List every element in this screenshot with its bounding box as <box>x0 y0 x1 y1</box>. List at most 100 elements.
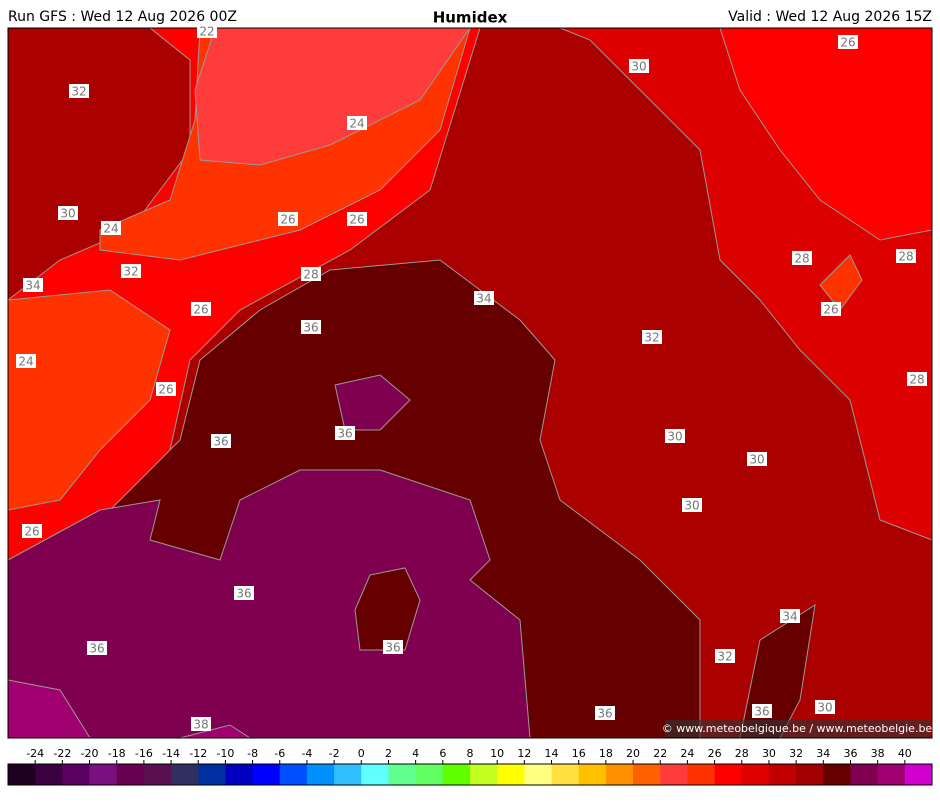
field-36 <box>334 374 411 431</box>
contour-label: 36 <box>597 707 612 721</box>
label-bg <box>780 609 800 623</box>
color-swatch <box>116 764 145 785</box>
contour-label: 36 <box>303 321 318 335</box>
valid-info: Valid : Wed 12 Aug 2026 15Z <box>728 9 932 25</box>
color-swatch <box>8 764 36 785</box>
colorbar-label: 0 <box>358 747 365 760</box>
label-bg <box>347 116 367 130</box>
contour-label: 26 <box>349 213 364 227</box>
color-swatch <box>225 764 254 785</box>
label-bg <box>69 84 89 98</box>
contour-labels: 22 32 24 30 26 30 24 26 26 32 28 34 34 28 28 26 36 26 32 24… <box>16 24 927 732</box>
color-swatch <box>198 764 226 785</box>
colorbar-label: 34 <box>816 747 830 760</box>
color-swatch <box>796 764 824 785</box>
color-swatch <box>35 764 63 785</box>
contour-label: 34 <box>782 610 797 624</box>
colorbar-label: -20 <box>81 747 99 760</box>
field-26 <box>7 289 171 511</box>
color-swatch <box>415 764 444 785</box>
contour-label: 32 <box>644 331 659 345</box>
colorbar-label: 40 <box>898 747 912 760</box>
label-bg <box>595 706 615 720</box>
color-swatch <box>551 764 580 785</box>
colorbar-label: 18 <box>599 747 613 760</box>
color-swatch <box>524 764 553 785</box>
colorbar-label: 30 <box>762 747 776 760</box>
label-bg <box>211 434 231 448</box>
label-bg <box>121 264 141 278</box>
color-swatch <box>578 764 607 785</box>
color-swatch <box>89 764 118 785</box>
color-swatch <box>660 764 688 785</box>
label-bg <box>665 429 685 443</box>
contour-label: 26 <box>280 213 295 227</box>
contour-label: 32 <box>717 650 732 664</box>
colorbar-label: 24 <box>680 747 694 760</box>
colorbar-label: 12 <box>517 747 531 760</box>
contour-label: 30 <box>667 430 682 444</box>
credit: © www.meteobelgique.be / www.meteobelgie… <box>662 722 933 735</box>
label-bg <box>792 251 812 265</box>
label-bg <box>87 641 107 655</box>
contour-label: 22 <box>199 25 214 39</box>
map-title: Humidex <box>433 9 508 27</box>
color-swatch <box>823 764 851 785</box>
contour-label: 26 <box>158 383 173 397</box>
label-bg <box>335 426 355 440</box>
colorbar-label: 32 <box>789 747 803 760</box>
label-bg <box>197 24 217 38</box>
contour-label: 36 <box>385 641 400 655</box>
field-36 <box>7 469 531 739</box>
contour-label: 30 <box>684 499 699 513</box>
color-swatch <box>171 764 199 785</box>
color-swatch <box>442 764 471 785</box>
color-swatch <box>605 764 634 785</box>
color-swatch <box>62 764 91 785</box>
label-bg <box>301 320 321 334</box>
color-swatch <box>633 764 661 785</box>
colorbar-label: 38 <box>871 747 885 760</box>
label-bg <box>821 302 841 316</box>
colorbar-label: -4 <box>301 747 312 760</box>
contour-label: 24 <box>103 222 118 236</box>
credit-box <box>665 720 930 737</box>
colorbar-label: 10 <box>490 747 504 760</box>
colorbar-label: 22 <box>653 747 667 760</box>
label-bg <box>715 649 735 663</box>
colorbar-label: -8 <box>247 747 258 760</box>
colorbar-label: 36 <box>843 747 857 760</box>
label-bg <box>16 354 36 368</box>
label-bg <box>907 372 927 386</box>
contour-label: 36 <box>89 642 104 656</box>
label-bg <box>474 291 494 305</box>
label-bg <box>383 640 403 654</box>
contour-label: 34 <box>476 292 491 306</box>
contour-label: 26 <box>823 303 838 317</box>
label-bg <box>301 267 321 281</box>
color-swatch <box>470 764 498 785</box>
color-swatch <box>768 764 797 785</box>
contour-label: 36 <box>236 587 251 601</box>
color-swatch <box>306 764 335 785</box>
colorbar-label: 20 <box>626 747 640 760</box>
color-swatch <box>497 764 525 785</box>
label-bg <box>896 249 916 263</box>
colorbar-label: 28 <box>735 747 749 760</box>
colorbar-label: 14 <box>545 747 559 760</box>
colorbar-label: -14 <box>162 747 180 760</box>
colorbar-label: -2 <box>329 747 340 760</box>
contour-label: 30 <box>749 453 764 467</box>
map-frame <box>7 27 933 739</box>
label-bg <box>101 221 121 235</box>
colorbar-label: -18 <box>108 747 126 760</box>
colorbar-label: 26 <box>708 747 722 760</box>
contour-label: 24 <box>349 117 364 131</box>
label-bg <box>191 302 211 316</box>
colorbar-label: -16 <box>135 747 153 760</box>
contour-label: 34 <box>25 279 40 293</box>
label-bg <box>347 212 367 226</box>
contour-label: 36 <box>754 705 769 719</box>
